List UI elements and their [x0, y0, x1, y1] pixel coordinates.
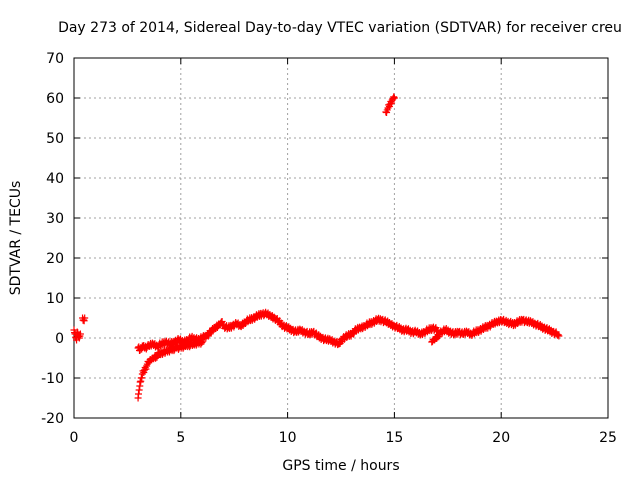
x-tick-label: 15 [385, 430, 403, 446]
x-tick-label: 10 [279, 430, 297, 446]
y-tick-label: 30 [46, 211, 64, 227]
data-points [70, 93, 563, 402]
x-tick-label: 20 [492, 430, 510, 446]
chart-title: Day 273 of 2014, Sidereal Day-to-day VTE… [58, 20, 622, 36]
data-point [390, 94, 398, 102]
x-tick-labels: 0 5 10 15 20 25 [70, 430, 617, 446]
y-tick-label: 10 [46, 291, 64, 307]
y-tick-label: 70 [46, 51, 64, 67]
data-point [81, 314, 89, 322]
data-point [218, 318, 226, 326]
data-point [138, 370, 146, 378]
y-tick-label: 50 [46, 131, 64, 147]
y-tick-label: 20 [46, 251, 64, 267]
y-tick-labels: -20 -10 0 10 20 30 40 50 60 70 [41, 51, 64, 427]
data-point [135, 386, 143, 394]
y-tick-label: -10 [41, 371, 64, 387]
data-point [135, 390, 143, 398]
grid-lines [74, 58, 608, 418]
y-tick-label: 0 [55, 331, 64, 347]
x-tick-label: 0 [70, 430, 79, 446]
y-tick-label: -20 [41, 411, 64, 427]
data-point [390, 93, 398, 101]
data-point [384, 104, 392, 112]
y-axis-label: SDTVAR / TECUs [8, 181, 24, 296]
data-point [555, 332, 563, 340]
data-point [142, 365, 150, 373]
data-point [76, 330, 84, 338]
y-tick-label: 40 [46, 171, 64, 187]
y-tick-label: 60 [46, 91, 64, 107]
data-point [388, 99, 396, 107]
plot-frame [73, 57, 609, 419]
axis-ticks [73, 57, 609, 419]
x-tick-label: 5 [176, 430, 185, 446]
data-point [554, 331, 562, 339]
x-axis-label: GPS time / hours [282, 458, 399, 474]
x-tick-label: 25 [599, 430, 617, 446]
